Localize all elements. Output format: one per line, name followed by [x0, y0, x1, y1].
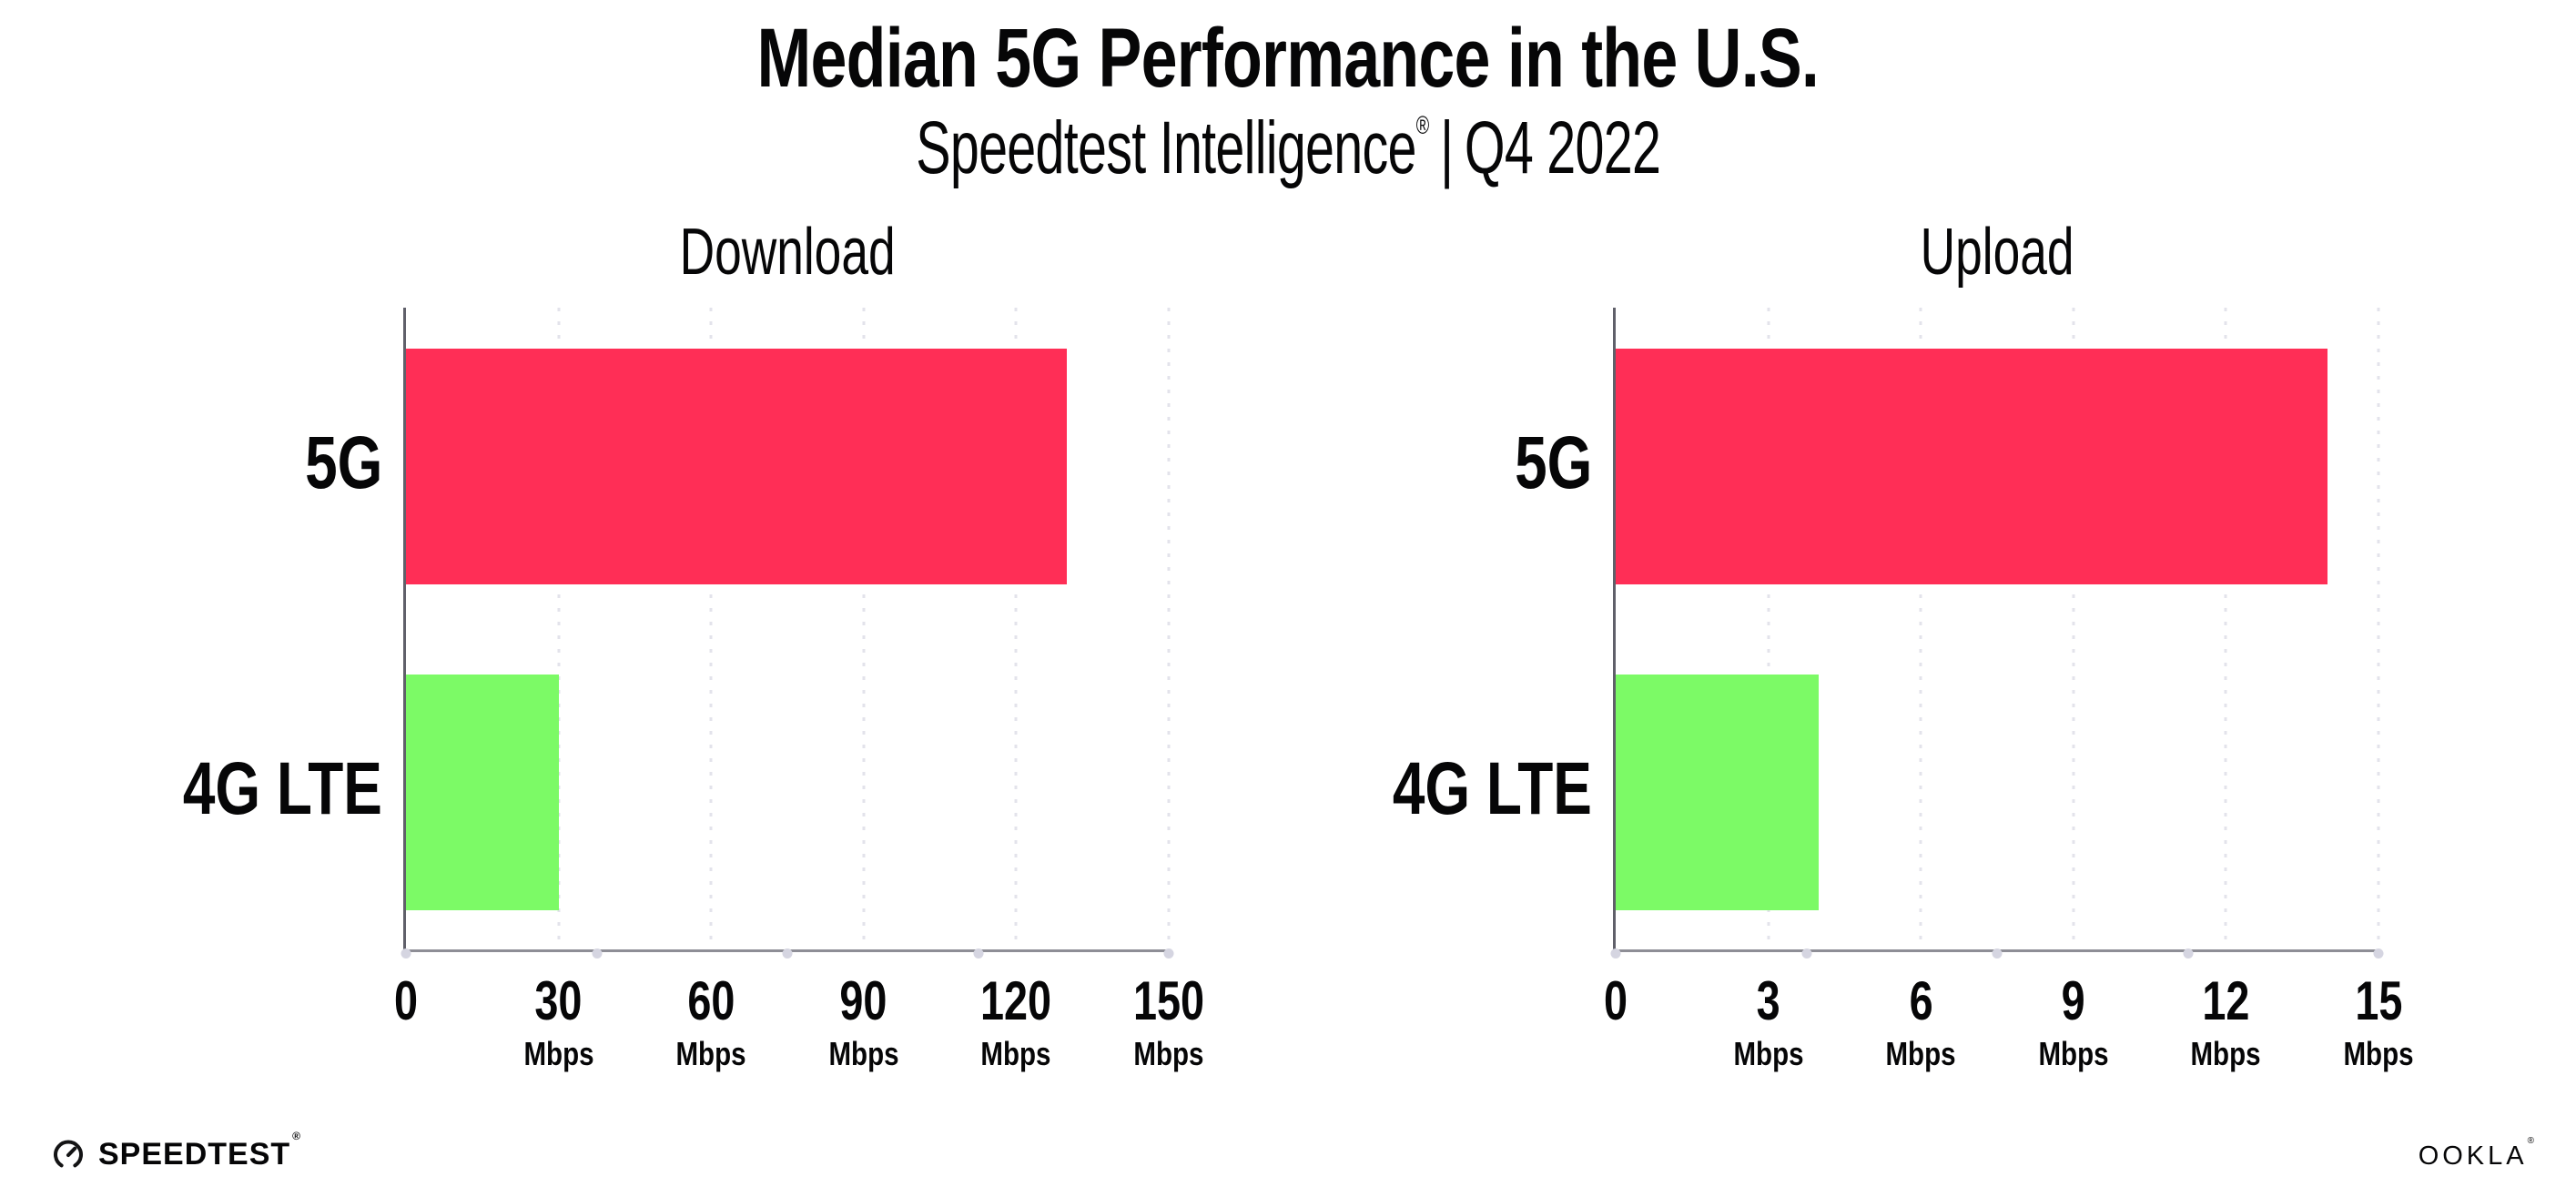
category-label-4g-lte: 4G LTE	[1392, 746, 1592, 830]
x-tick-label-9: 9 Mbps	[2031, 974, 2116, 1070]
x-tick-label-150: 150 Mbps	[1123, 974, 1214, 1070]
bar-row-5g: 5G	[1515, 349, 2378, 584]
x-tick-value: 0	[393, 970, 419, 1031]
axis-tick-dot	[1610, 948, 1621, 959]
x-tick-label-0: 0	[1600, 974, 1630, 1029]
speedtest-gauge-icon	[54, 1140, 83, 1168]
download-chart-plot: Download 5G 4G LTE 0 30 Mbps 60 Mbps 90 Mbps 12…	[183, 216, 1204, 1070]
x-tick-label-6: 6 Mbps	[1878, 974, 1963, 1070]
page-subtitle: Speedtest Intelligence® | Q4 2022	[0, 106, 2576, 191]
subtitle-brand: Speedtest Intelligence	[916, 107, 1416, 189]
x-tick-value: 90	[839, 970, 887, 1031]
x-tick-value: 0	[1603, 970, 1628, 1031]
page-title: Median 5G Performance in the U.S.	[756, 12, 1820, 105]
ookla-wordmark: OOKLA	[2418, 1141, 2528, 1171]
subtitle-period: Q4 2022	[1464, 107, 1661, 189]
category-label-5g: 5G	[1514, 421, 1592, 504]
gridline-120	[1014, 308, 1018, 952]
upload-chart-title: Upload	[1920, 216, 2074, 289]
ookla-registered-mark: ®	[2527, 1136, 2538, 1146]
x-tick-value: 30	[534, 970, 583, 1031]
axis-tick-dot	[973, 948, 983, 959]
category-label-5g: 5G	[304, 421, 382, 504]
x-tick-label-120: 120 Mbps	[970, 974, 1061, 1070]
x-tick-unit: Mbps	[1885, 1035, 1956, 1072]
gridline-6	[1919, 308, 1922, 952]
bar-4g-lte-upload	[1616, 675, 1820, 910]
registered-mark: ®	[1415, 111, 1429, 139]
axis-tick-dot	[1992, 948, 2003, 959]
x-tick-label-90: 90 Mbps	[821, 974, 907, 1070]
x-tick-value: 120	[980, 970, 1052, 1031]
x-tick-value: 6	[1909, 970, 1933, 1031]
speedtest-registered-mark: ®	[292, 1129, 302, 1142]
x-tick-label-60: 60 Mbps	[668, 974, 754, 1070]
x-tick-unit: Mbps	[675, 1035, 746, 1072]
x-tick-label-12: 12 Mbps	[2183, 974, 2268, 1070]
x-tick-unit: Mbps	[828, 1035, 899, 1072]
x-tick-unit: Mbps	[980, 1035, 1051, 1072]
bar-row-4g-lte: 4G LTE	[1393, 675, 2378, 910]
bar-row-4g-lte: 4G LTE	[183, 675, 1169, 910]
x-tick-unit: Mbps	[523, 1035, 594, 1072]
x-tick-value: 12	[2202, 970, 2250, 1031]
x-tick-label-30: 30 Mbps	[516, 974, 602, 1070]
x-tick-unit: Mbps	[2343, 1035, 2414, 1072]
x-tick-label-3: 3 Mbps	[1726, 974, 1811, 1070]
x-tick-unit: Mbps	[1733, 1035, 1804, 1072]
subtitle-separator: |	[1439, 107, 1454, 189]
bar-5g-download	[406, 349, 1068, 584]
category-label-4g-lte: 4G LTE	[182, 746, 382, 830]
gridline-150	[1167, 308, 1171, 952]
x-tick-label-15: 15 Mbps	[2336, 974, 2421, 1070]
bar-row-5g: 5G	[305, 349, 1169, 584]
x-tick-value: 9	[2061, 970, 2085, 1031]
speedtest-wordmark: SPEEDTEST®	[98, 1129, 302, 1172]
bar-5g-upload	[1616, 349, 2328, 584]
gridline-12	[2224, 308, 2227, 952]
upload-chart-plot: Upload 5G 4G LTE 0 3 Mbps 6 Mbps 9 Mbps 12 Mbps 1…	[1393, 216, 2414, 1070]
gridline-3	[1767, 308, 1770, 952]
x-tick-value: 150	[1132, 970, 1205, 1031]
x-tick-value: 15	[2354, 970, 2403, 1031]
x-tick-unit: Mbps	[1133, 1035, 1204, 1072]
x-tick-value: 60	[687, 970, 735, 1031]
speedtest-logo: SPEEDTEST®	[49, 1129, 302, 1173]
x-tick-unit: Mbps	[2190, 1035, 2261, 1072]
axis-tick-dot	[401, 948, 411, 959]
gridline-15	[2377, 308, 2380, 952]
axis-tick-dot	[782, 948, 793, 959]
x-tick-label-0: 0	[390, 974, 421, 1029]
axis-tick-dot	[1801, 948, 1811, 959]
axis-tick-dot	[2183, 948, 2193, 959]
x-tick-unit: Mbps	[2038, 1035, 2109, 1072]
axis-tick-dot	[1163, 948, 1174, 959]
gridline-30	[557, 308, 561, 952]
ookla-logo: OOKLA®	[2418, 1136, 2538, 1172]
download-chart-title: Download	[679, 216, 896, 289]
gridline-60	[709, 308, 713, 952]
x-tick-value: 3	[1756, 970, 1780, 1031]
axis-tick-dot	[592, 948, 602, 959]
gridline-9	[2072, 308, 2075, 952]
axis-tick-dot	[2373, 948, 2384, 959]
bar-4g-lte-download	[406, 675, 559, 910]
gridline-90	[862, 308, 866, 952]
